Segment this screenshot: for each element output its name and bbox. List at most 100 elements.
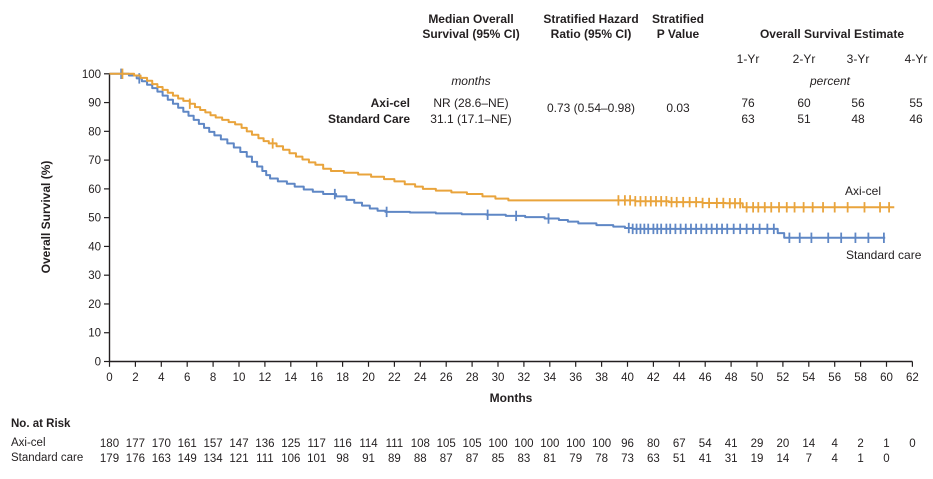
y-tick-label: 90 [88, 98, 101, 110]
x-tick-label: 38 [595, 372, 608, 384]
risk-count: 83 [518, 453, 531, 465]
x-tick-label: 30 [492, 372, 505, 384]
risk-count: 29 [751, 438, 764, 450]
curve-label-axicel: Axi-cel [845, 184, 882, 198]
risk-count: 91 [362, 453, 375, 465]
os-subcol-2yr: 2-Yr [792, 52, 816, 66]
risk-count: 117 [308, 438, 326, 450]
risk-count: 147 [229, 438, 248, 450]
x-tick-label: 8 [210, 372, 216, 384]
risk-count: 87 [440, 453, 453, 465]
risk-count: 149 [178, 453, 197, 465]
x-tick-label: 16 [310, 372, 323, 384]
os-subcol-1yr: 1-Yr [736, 52, 760, 66]
table-row-label-axicel: Axi-cel [370, 96, 410, 110]
x-tick-label: 12 [259, 372, 272, 384]
risk-count: 87 [466, 453, 479, 465]
hazard-ratio-value: 0.73 (0.54–0.98) [546, 101, 636, 115]
risk-count: 108 [411, 438, 430, 450]
risk-count: 1 [857, 453, 863, 465]
risk-count: 111 [256, 453, 273, 465]
risk-count: 170 [152, 438, 171, 450]
table-row-label-standard: Standard Care [327, 111, 410, 126]
risk-count: 116 [333, 438, 351, 450]
col-header-os-estimate: Overall Survival Estimate [759, 27, 905, 41]
risk-count: 134 [204, 453, 224, 465]
km-curve-standard-care [109, 72, 886, 239]
risk-count: 89 [388, 453, 401, 465]
risk-count: 100 [540, 438, 559, 450]
x-tick-label: 24 [414, 372, 427, 384]
y-tick-label: 100 [82, 69, 101, 81]
x-tick-label: 18 [336, 372, 349, 384]
os-est-standard-4yr: 46 [909, 111, 923, 126]
x-tick-label: 60 [880, 372, 893, 384]
risk-count: 54 [699, 438, 712, 450]
os-est-axicel-3yr: 56 [851, 96, 865, 110]
risk-count: 63 [647, 453, 660, 465]
risk-count: 111 [386, 438, 403, 450]
risk-count: 176 [126, 453, 145, 465]
x-axis-title: Months [489, 391, 533, 405]
risk-count: 125 [281, 438, 300, 450]
x-tick-label: 40 [621, 372, 634, 384]
y-tick-label: 80 [88, 126, 101, 138]
risk-count: 4 [831, 453, 838, 465]
risk-count: 81 [543, 453, 556, 465]
x-tick-label: 28 [466, 372, 479, 384]
risk-count: 0 [909, 438, 915, 450]
x-tick-label: 46 [699, 372, 712, 384]
risk-count: 20 [777, 438, 790, 450]
risk-count: 100 [488, 438, 507, 450]
os-est-axicel-4yr: 55 [909, 96, 923, 110]
risk-count: 14 [802, 438, 815, 450]
col-header-median-line1: Median Overall [428, 12, 514, 26]
risk-count: 14 [777, 453, 790, 465]
km-curve-axi-cel [109, 72, 895, 209]
risk-count: 179 [100, 453, 119, 465]
x-tick-label: 14 [284, 372, 297, 384]
risk-count: 163 [152, 453, 171, 465]
y-tick-label: 60 [88, 184, 101, 196]
x-tick-label: 26 [440, 372, 453, 384]
risk-count: 88 [414, 453, 427, 465]
curve-label-standard: Standard care [846, 248, 922, 262]
col-header-p-line2: P Value [656, 27, 700, 41]
risk-count: 67 [673, 438, 686, 450]
risk-count: 101 [307, 453, 326, 465]
x-tick-label: 32 [518, 372, 531, 384]
y-tick-label: 20 [88, 299, 101, 311]
os-estimate-unit-label: percent [809, 74, 851, 88]
x-tick-label: 62 [906, 372, 919, 384]
x-tick-label: 52 [777, 372, 790, 384]
x-tick-label: 2 [132, 372, 138, 384]
os-est-standard-1yr: 63 [741, 111, 755, 126]
os-subcol-3yr: 3-Yr [846, 52, 870, 66]
os-est-axicel-2yr: 60 [797, 96, 811, 110]
y-axis-title: Overall Survival (%) [39, 160, 53, 274]
risk-count: 73 [621, 453, 634, 465]
risk-count: 98 [336, 453, 349, 465]
risk-count: 114 [359, 438, 378, 450]
risk-count: 4 [831, 438, 838, 450]
y-tick-label: 0 [95, 357, 101, 369]
risk-row-label-axicel: Axi-cel [11, 437, 46, 449]
risk-count: 7 [806, 453, 812, 465]
x-tick-label: 0 [106, 372, 112, 384]
x-tick-label: 6 [184, 372, 190, 384]
x-tick-label: 56 [828, 372, 841, 384]
risk-count: 177 [126, 438, 145, 450]
os-est-axicel-1yr: 76 [741, 96, 755, 110]
x-tick-label: 50 [751, 372, 764, 384]
risk-count: 100 [566, 438, 585, 450]
risk-count: 31 [725, 453, 738, 465]
median-unit-label: months [451, 74, 491, 88]
x-tick-label: 10 [233, 372, 246, 384]
p-value: 0.03 [666, 101, 690, 115]
risk-count: 100 [514, 438, 533, 450]
risk-count: 106 [281, 453, 300, 465]
x-tick-label: 42 [647, 372, 660, 384]
risk-count: 105 [437, 438, 456, 450]
